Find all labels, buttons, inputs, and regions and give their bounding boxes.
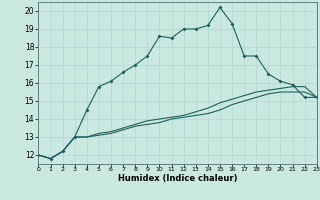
X-axis label: Humidex (Indice chaleur): Humidex (Indice chaleur)	[118, 174, 237, 183]
